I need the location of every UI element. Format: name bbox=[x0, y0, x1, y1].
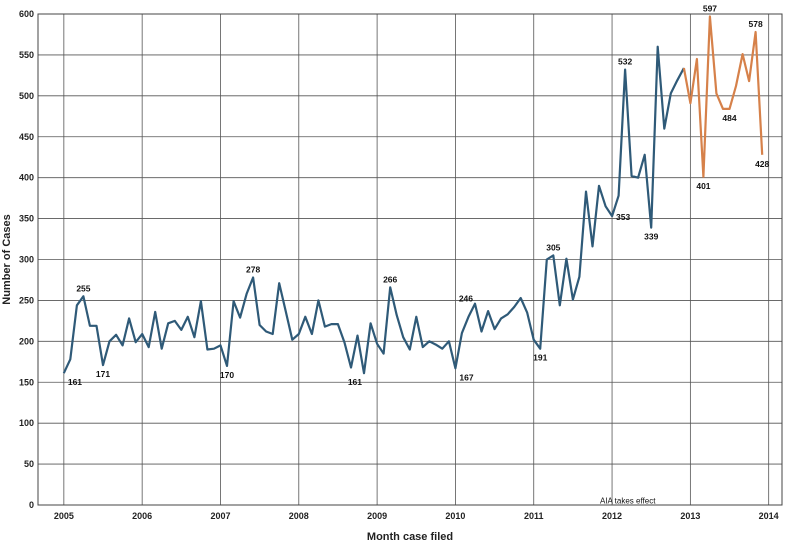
x-tick-label: 2006 bbox=[132, 511, 152, 521]
x-tick-label: 2011 bbox=[524, 511, 544, 521]
y-tick-label: 450 bbox=[19, 132, 34, 142]
data-label: 278 bbox=[246, 265, 260, 275]
series-lines bbox=[62, 15, 764, 375]
data-label: 170 bbox=[220, 370, 234, 380]
annotations: AIA takes effect bbox=[600, 496, 656, 505]
x-tick-label: 2008 bbox=[289, 511, 309, 521]
data-label: 266 bbox=[383, 274, 397, 284]
y-tick-label: 100 bbox=[19, 418, 34, 428]
y-tick-label: 150 bbox=[19, 377, 34, 387]
y-tick-label: 600 bbox=[19, 9, 34, 19]
y-tick-label: 500 bbox=[19, 91, 34, 101]
data-label: 305 bbox=[546, 242, 560, 252]
data-label: 255 bbox=[76, 283, 90, 293]
x-gridlines bbox=[63, 14, 770, 505]
x-axis-label: Month case filed bbox=[367, 531, 453, 543]
plot-frame bbox=[37, 13, 783, 506]
y-tick-label: 50 bbox=[24, 459, 34, 469]
y-tick-labels: 0 50 100 150 200 250 300 350 400 450 500 550 600 bbox=[19, 9, 34, 510]
data-label: 161 bbox=[68, 377, 82, 387]
series-line bbox=[682, 15, 764, 178]
x-tick-label: 2010 bbox=[445, 511, 465, 521]
y-tick-label: 300 bbox=[19, 255, 34, 265]
data-labels: 161 255 171 170 278 161 266 167 246 191 305 353 532 3… bbox=[68, 3, 770, 387]
data-label: 597 bbox=[703, 3, 717, 13]
y-tick-label: 350 bbox=[19, 214, 34, 224]
data-label: 484 bbox=[722, 113, 736, 123]
data-label: 191 bbox=[533, 353, 547, 363]
x-tick-label: 2009 bbox=[367, 511, 387, 521]
data-label: 167 bbox=[459, 372, 473, 382]
x-tick-label: 2007 bbox=[210, 511, 230, 521]
data-label: 428 bbox=[755, 159, 769, 169]
y-tick-label: 0 bbox=[29, 500, 34, 510]
x-tick-label: 2014 bbox=[759, 511, 779, 521]
data-label: 401 bbox=[696, 181, 710, 191]
x-tick-label: 2012 bbox=[602, 511, 622, 521]
data-label: 246 bbox=[459, 294, 473, 304]
y-tick-label: 550 bbox=[19, 50, 34, 60]
data-label: 339 bbox=[644, 232, 658, 242]
annotation: AIA takes effect bbox=[600, 496, 656, 505]
data-label: 578 bbox=[749, 19, 763, 29]
data-label: 161 bbox=[348, 377, 362, 387]
series-line bbox=[62, 45, 685, 375]
x-tick-label: 2005 bbox=[54, 511, 74, 521]
data-label: 532 bbox=[618, 57, 632, 67]
x-tick-label: 2013 bbox=[680, 511, 700, 521]
data-label: 353 bbox=[616, 212, 630, 222]
y-tick-label: 200 bbox=[19, 336, 34, 346]
x-tick-labels: 2005 2006 2007 2008 2009 2010 2011 2012 2013 2014 bbox=[54, 511, 779, 521]
y-tick-label: 400 bbox=[19, 173, 34, 183]
y-gridlines bbox=[38, 13, 782, 506]
y-tick-label: 250 bbox=[19, 295, 34, 305]
data-label: 171 bbox=[96, 369, 110, 379]
y-axis-label: Number of Cases bbox=[1, 214, 13, 304]
